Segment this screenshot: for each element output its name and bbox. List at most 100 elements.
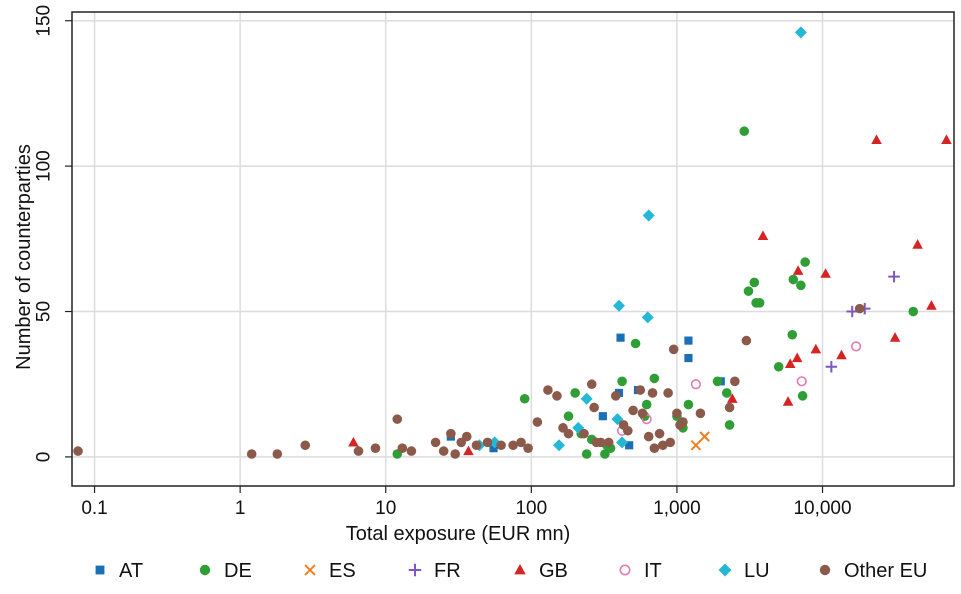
data-point (796, 280, 806, 291)
data-point (649, 373, 660, 384)
grid (72, 12, 954, 486)
data-point (743, 286, 754, 296)
data-point (370, 443, 381, 453)
data-point (543, 385, 553, 395)
legend-marker (95, 565, 105, 575)
data-point (794, 26, 807, 39)
data-point (563, 428, 574, 439)
data-point (246, 449, 257, 459)
data-point (628, 405, 638, 416)
data-point (397, 443, 408, 453)
legend-label: ES (329, 560, 356, 582)
series-other-eu (73, 303, 865, 459)
data-point (641, 399, 652, 410)
legend-item: AT (95, 560, 143, 582)
data-point (463, 445, 474, 456)
series-gb (348, 134, 952, 456)
series-es (690, 431, 710, 451)
data-point (637, 408, 648, 419)
legend-item: GB (514, 560, 568, 582)
data-point (348, 436, 359, 447)
data-point (926, 300, 937, 310)
legend-label: IT (644, 560, 662, 582)
legend-marker (199, 564, 211, 576)
data-point (724, 402, 735, 413)
y-axis: 0 50 100 150 (34, 5, 72, 463)
data-point (532, 417, 543, 427)
data-point (523, 443, 533, 453)
legend-item: FR (408, 560, 461, 582)
legend-label: Other EU (844, 560, 927, 582)
data-point (800, 257, 810, 267)
series-de (392, 126, 919, 459)
data-point (791, 352, 803, 363)
data-point (836, 349, 847, 360)
legend-marker (304, 564, 316, 576)
data-point (739, 126, 750, 137)
data-point (699, 431, 710, 442)
x-tick-label: 1 (235, 498, 246, 519)
data-point (796, 376, 807, 387)
data-point (516, 437, 526, 448)
data-point (663, 388, 673, 398)
data-point (647, 388, 658, 398)
legend: AT DE ES FR GB IT LU Other EU (95, 560, 927, 582)
data-point (726, 393, 738, 403)
x-tick-label: 10,000 (793, 498, 851, 519)
data-point (580, 392, 593, 405)
data-point (595, 437, 606, 448)
data-point (690, 440, 702, 451)
data-points (73, 26, 952, 459)
data-point (684, 353, 693, 363)
legend-marker (619, 564, 631, 576)
y-tick-label: 100 (34, 150, 55, 182)
legend-marker (514, 564, 526, 575)
legend-item: Other EU (819, 560, 927, 582)
data-point (552, 391, 562, 401)
legend-marker (408, 563, 422, 577)
legend-label: FR (434, 560, 461, 582)
data-point (658, 440, 668, 451)
data-point (784, 358, 796, 368)
data-point (641, 311, 654, 324)
data-point (508, 440, 518, 451)
data-point (871, 134, 882, 145)
data-point (642, 209, 655, 222)
data-point (603, 437, 614, 448)
legend-item: DE (199, 560, 252, 582)
data-point (757, 230, 769, 240)
data-point (683, 399, 694, 410)
data-point (690, 379, 702, 390)
data-point (908, 306, 919, 317)
data-point (446, 428, 456, 439)
data-point (589, 402, 599, 413)
x-tick-label: 100 (515, 498, 547, 519)
data-point (496, 440, 506, 451)
y-tick-label: 150 (34, 5, 55, 37)
data-point (665, 437, 676, 448)
data-point (581, 449, 592, 459)
data-point (630, 338, 641, 349)
data-point (810, 343, 822, 354)
data-point (570, 388, 580, 398)
data-point (850, 341, 862, 352)
data-point (782, 396, 794, 406)
legend-marker (819, 564, 831, 576)
data-point (825, 361, 838, 373)
y-tick-label: 0 (34, 452, 55, 463)
data-point (941, 134, 952, 145)
data-point (773, 361, 784, 372)
data-point (616, 333, 625, 342)
data-point (678, 417, 688, 427)
data-point (586, 379, 597, 390)
data-point (438, 446, 449, 456)
data-point (430, 437, 441, 448)
data-point (635, 385, 646, 395)
data-point (668, 344, 679, 355)
legend-marker (718, 563, 732, 577)
data-point (724, 420, 735, 430)
data-point (787, 329, 798, 340)
plot-frame (71, 11, 955, 487)
data-point (300, 440, 311, 451)
data-point (854, 303, 865, 314)
